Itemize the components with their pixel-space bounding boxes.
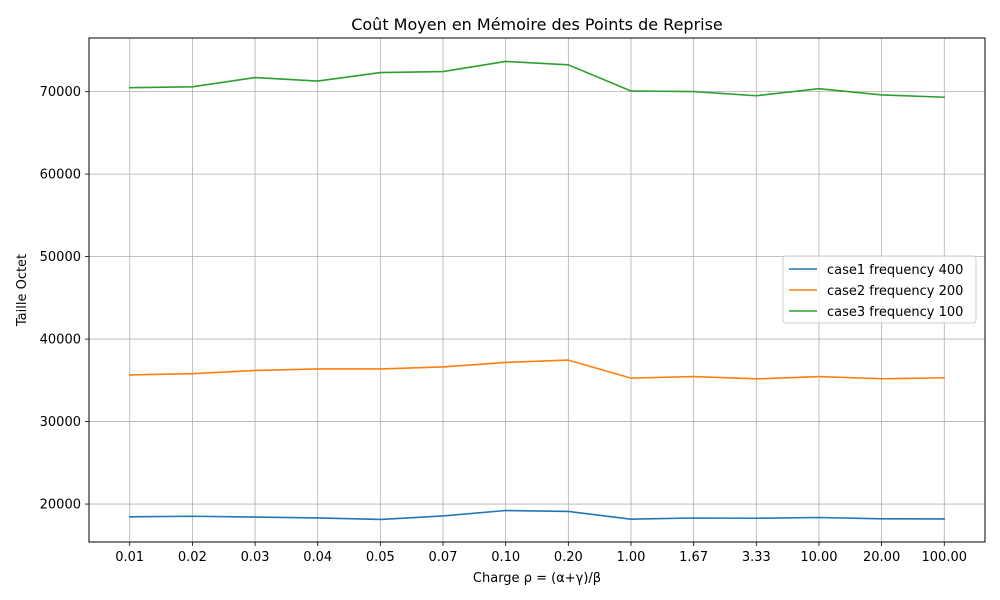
- y-tick-label: 30000: [40, 415, 81, 430]
- y-tick-label: 40000: [40, 333, 81, 348]
- x-tick-label: 0.10: [491, 550, 520, 565]
- series-layer: [128, 60, 946, 521]
- series-line-case3: [128, 60, 946, 99]
- x-tick-label: 20.00: [863, 550, 900, 565]
- x-tick-label: 10.00: [800, 550, 837, 565]
- x-tick-label: 0.02: [178, 550, 207, 565]
- x-tick-label: 1.67: [679, 550, 708, 565]
- x-tick-label: 0.03: [241, 550, 270, 565]
- y-tick-label: 60000: [40, 168, 81, 183]
- x-tick-label: 0.04: [303, 550, 332, 565]
- y-tick-label: 20000: [40, 498, 81, 513]
- legend-box: [782, 255, 977, 324]
- x-tick-label: 0.07: [429, 550, 458, 565]
- x-tick-label: 3.33: [742, 550, 771, 565]
- x-tick-label: 0.01: [115, 550, 144, 565]
- plot-frame: [88, 37, 986, 543]
- series-line-case1: [128, 509, 946, 521]
- x-tick-label: 0.05: [366, 550, 395, 565]
- x-tick-label: 100.00: [922, 550, 968, 565]
- legend-label-case2: case2 frequency 200: [827, 284, 963, 299]
- x-axis-ticks: 0.01 0.02 0.03 0.04 0.05 0.07 0.10 0.20 1.00 1.67…: [115, 542, 967, 565]
- legend-label-case1: case1 frequency 400: [827, 263, 963, 278]
- legend: case1 frequency 400 case2 frequency 200 …: [782, 255, 977, 324]
- series-line-case2: [128, 359, 946, 380]
- x-axis-title: Charge ρ = (α+γ)/β: [473, 571, 601, 586]
- y-axis-ticks: 20000 30000 40000 50000 60000 70000: [40, 85, 89, 513]
- x-tick-label: 0.20: [554, 550, 583, 565]
- x-tick-label: 1.00: [617, 550, 646, 565]
- y-tick-label: 50000: [40, 250, 81, 265]
- chart-title: Coût Moyen en Mémoire des Points de Repr…: [351, 15, 723, 34]
- legend-label-case3: case3 frequency 100: [827, 305, 963, 320]
- y-tick-label: 70000: [40, 85, 81, 100]
- y-axis-title: Taille Octet: [15, 254, 30, 327]
